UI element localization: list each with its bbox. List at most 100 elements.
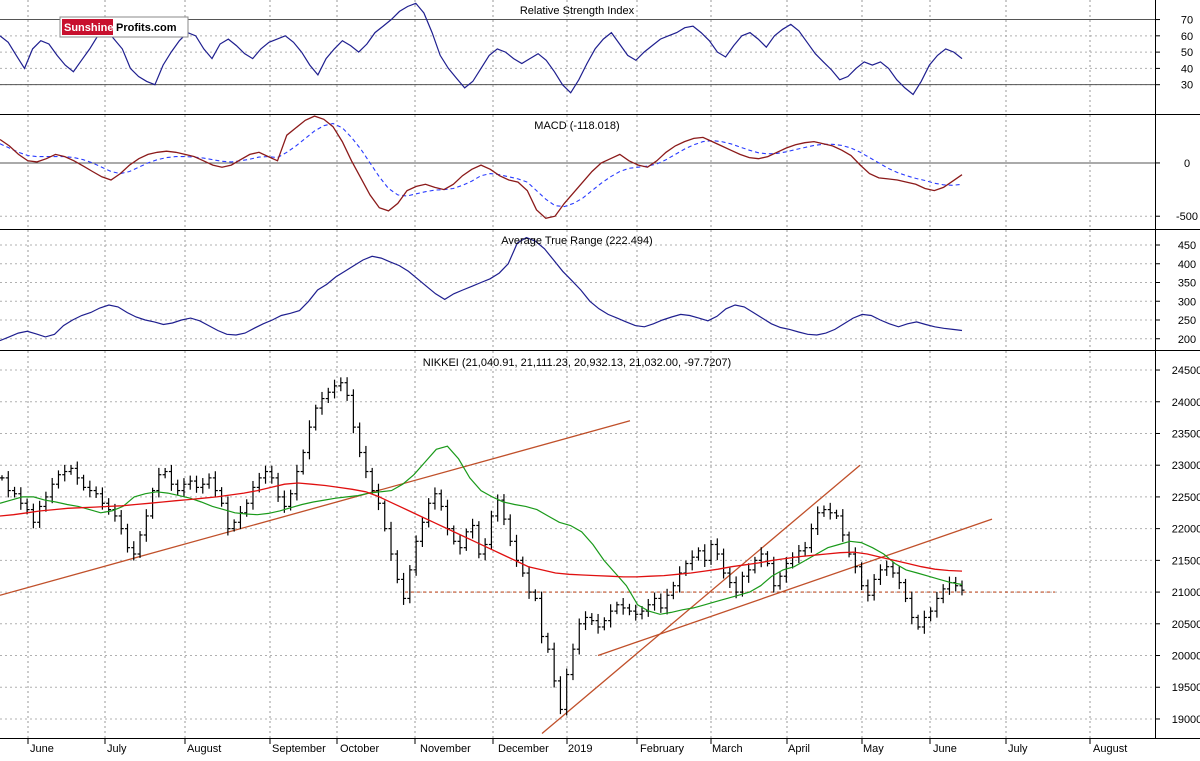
price-bar — [746, 563, 752, 583]
price-bar — [601, 617, 607, 631]
price-bar — [407, 565, 413, 604]
price-bar — [55, 470, 61, 489]
moving-average-short — [0, 445, 963, 615]
xtick-label-8: February — [640, 743, 685, 755]
price-bar — [344, 377, 350, 401]
trendline-2 — [541, 464, 861, 735]
price-bar — [332, 379, 338, 399]
price-bar — [570, 643, 576, 681]
trendline-1 — [0, 420, 631, 596]
ytick-label-p3-10: 24000 — [1172, 397, 1200, 409]
price-bar — [194, 475, 200, 493]
price-bar — [457, 534, 463, 555]
xtick-label-14: August — [1093, 743, 1127, 755]
price-bar — [526, 566, 532, 599]
price-bar — [137, 531, 143, 558]
price-bar — [93, 486, 99, 498]
price-bar — [877, 564, 883, 585]
price-bar — [237, 506, 243, 530]
panel-titles: Relative Strength Index MACD (-118.018) … — [423, 5, 731, 369]
price-bar — [81, 474, 87, 491]
price-bar — [68, 465, 74, 475]
logo-sunshine: Sunshine — [64, 22, 114, 34]
price-bar — [463, 528, 469, 551]
price-bar — [664, 588, 670, 615]
price-bar — [338, 377, 344, 392]
price-bar — [99, 487, 105, 510]
price-bar — [859, 562, 865, 591]
price-bar — [250, 480, 256, 510]
rsi-title: Relative Strength Index — [520, 5, 635, 17]
ytick-label-p3-5: 21500 — [1172, 555, 1200, 567]
price-bar — [357, 422, 363, 458]
xtick-label-7: 2019 — [568, 743, 592, 755]
price-bar — [168, 464, 174, 491]
price-bar — [49, 477, 55, 504]
price-bar — [325, 387, 331, 404]
price-bar — [890, 562, 896, 578]
macd-title: MACD (-118.018) — [534, 120, 619, 132]
price-bar — [394, 550, 400, 584]
price-bar — [802, 541, 808, 557]
price-bar — [200, 478, 206, 494]
ytick-label-p0-4: 70 — [1181, 15, 1193, 27]
price-bar — [896, 566, 902, 590]
ytick-label-p3-8: 23000 — [1172, 460, 1200, 472]
price-bar — [551, 642, 557, 688]
price-bar — [175, 479, 181, 496]
price-bar — [815, 506, 821, 536]
ytick-label-p2-5: 450 — [1178, 240, 1196, 252]
trendline-3 — [597, 518, 993, 657]
ytick-label-p3-6: 22000 — [1172, 524, 1200, 536]
price-bar — [350, 389, 356, 434]
price-bar — [30, 503, 36, 529]
price-bar — [915, 614, 921, 630]
price-bar — [702, 544, 708, 567]
price-bar — [733, 576, 739, 599]
price-bar — [369, 467, 375, 495]
price-bar — [426, 498, 432, 528]
price-bar — [764, 551, 770, 567]
xtick-label-12: June — [933, 743, 957, 755]
xtick-label-4: October — [340, 743, 379, 755]
price-bar — [225, 496, 231, 536]
price-bar — [934, 591, 940, 618]
price-bar — [532, 589, 538, 602]
price-bar — [589, 613, 595, 626]
price-bar — [545, 632, 551, 653]
ytick-label-p0-0: 30 — [1181, 80, 1193, 92]
price-bar — [821, 505, 827, 517]
xtick-label-2: August — [187, 743, 221, 755]
price-bar — [275, 472, 281, 502]
price-bar — [219, 487, 225, 507]
price-bar — [256, 472, 262, 493]
price-bar — [928, 607, 934, 622]
price-bar — [940, 584, 946, 604]
price-bar — [419, 516, 425, 548]
price-bar — [438, 489, 444, 511]
price-bar — [614, 601, 620, 615]
axis-labels: 30 40 50 60 70 0 -500 200 250 300 350 400 450 19000 19… — [27, 15, 1200, 755]
ytick-label-p3-9: 23500 — [1172, 428, 1200, 440]
price-bar — [677, 566, 683, 593]
price-bar — [583, 611, 589, 631]
ytick-label-p0-2: 50 — [1181, 47, 1193, 59]
price-bar — [37, 500, 43, 528]
price-bar — [269, 465, 275, 484]
xtick-label-11: May — [863, 743, 884, 755]
panel-frames — [0, 0, 1200, 739]
price-bar — [263, 465, 269, 484]
price-bar — [670, 581, 676, 600]
price-bar — [187, 475, 193, 490]
xtick-label-10: April — [788, 743, 810, 755]
price-bar — [231, 519, 237, 532]
logo: Sunshine Profits.com — [59, 16, 189, 38]
price-bar — [865, 579, 871, 602]
price-bar — [43, 491, 49, 512]
xtick-label-3: September — [272, 743, 326, 755]
price-bar — [871, 574, 877, 601]
price-bar — [87, 480, 93, 498]
price-bar — [131, 541, 137, 561]
